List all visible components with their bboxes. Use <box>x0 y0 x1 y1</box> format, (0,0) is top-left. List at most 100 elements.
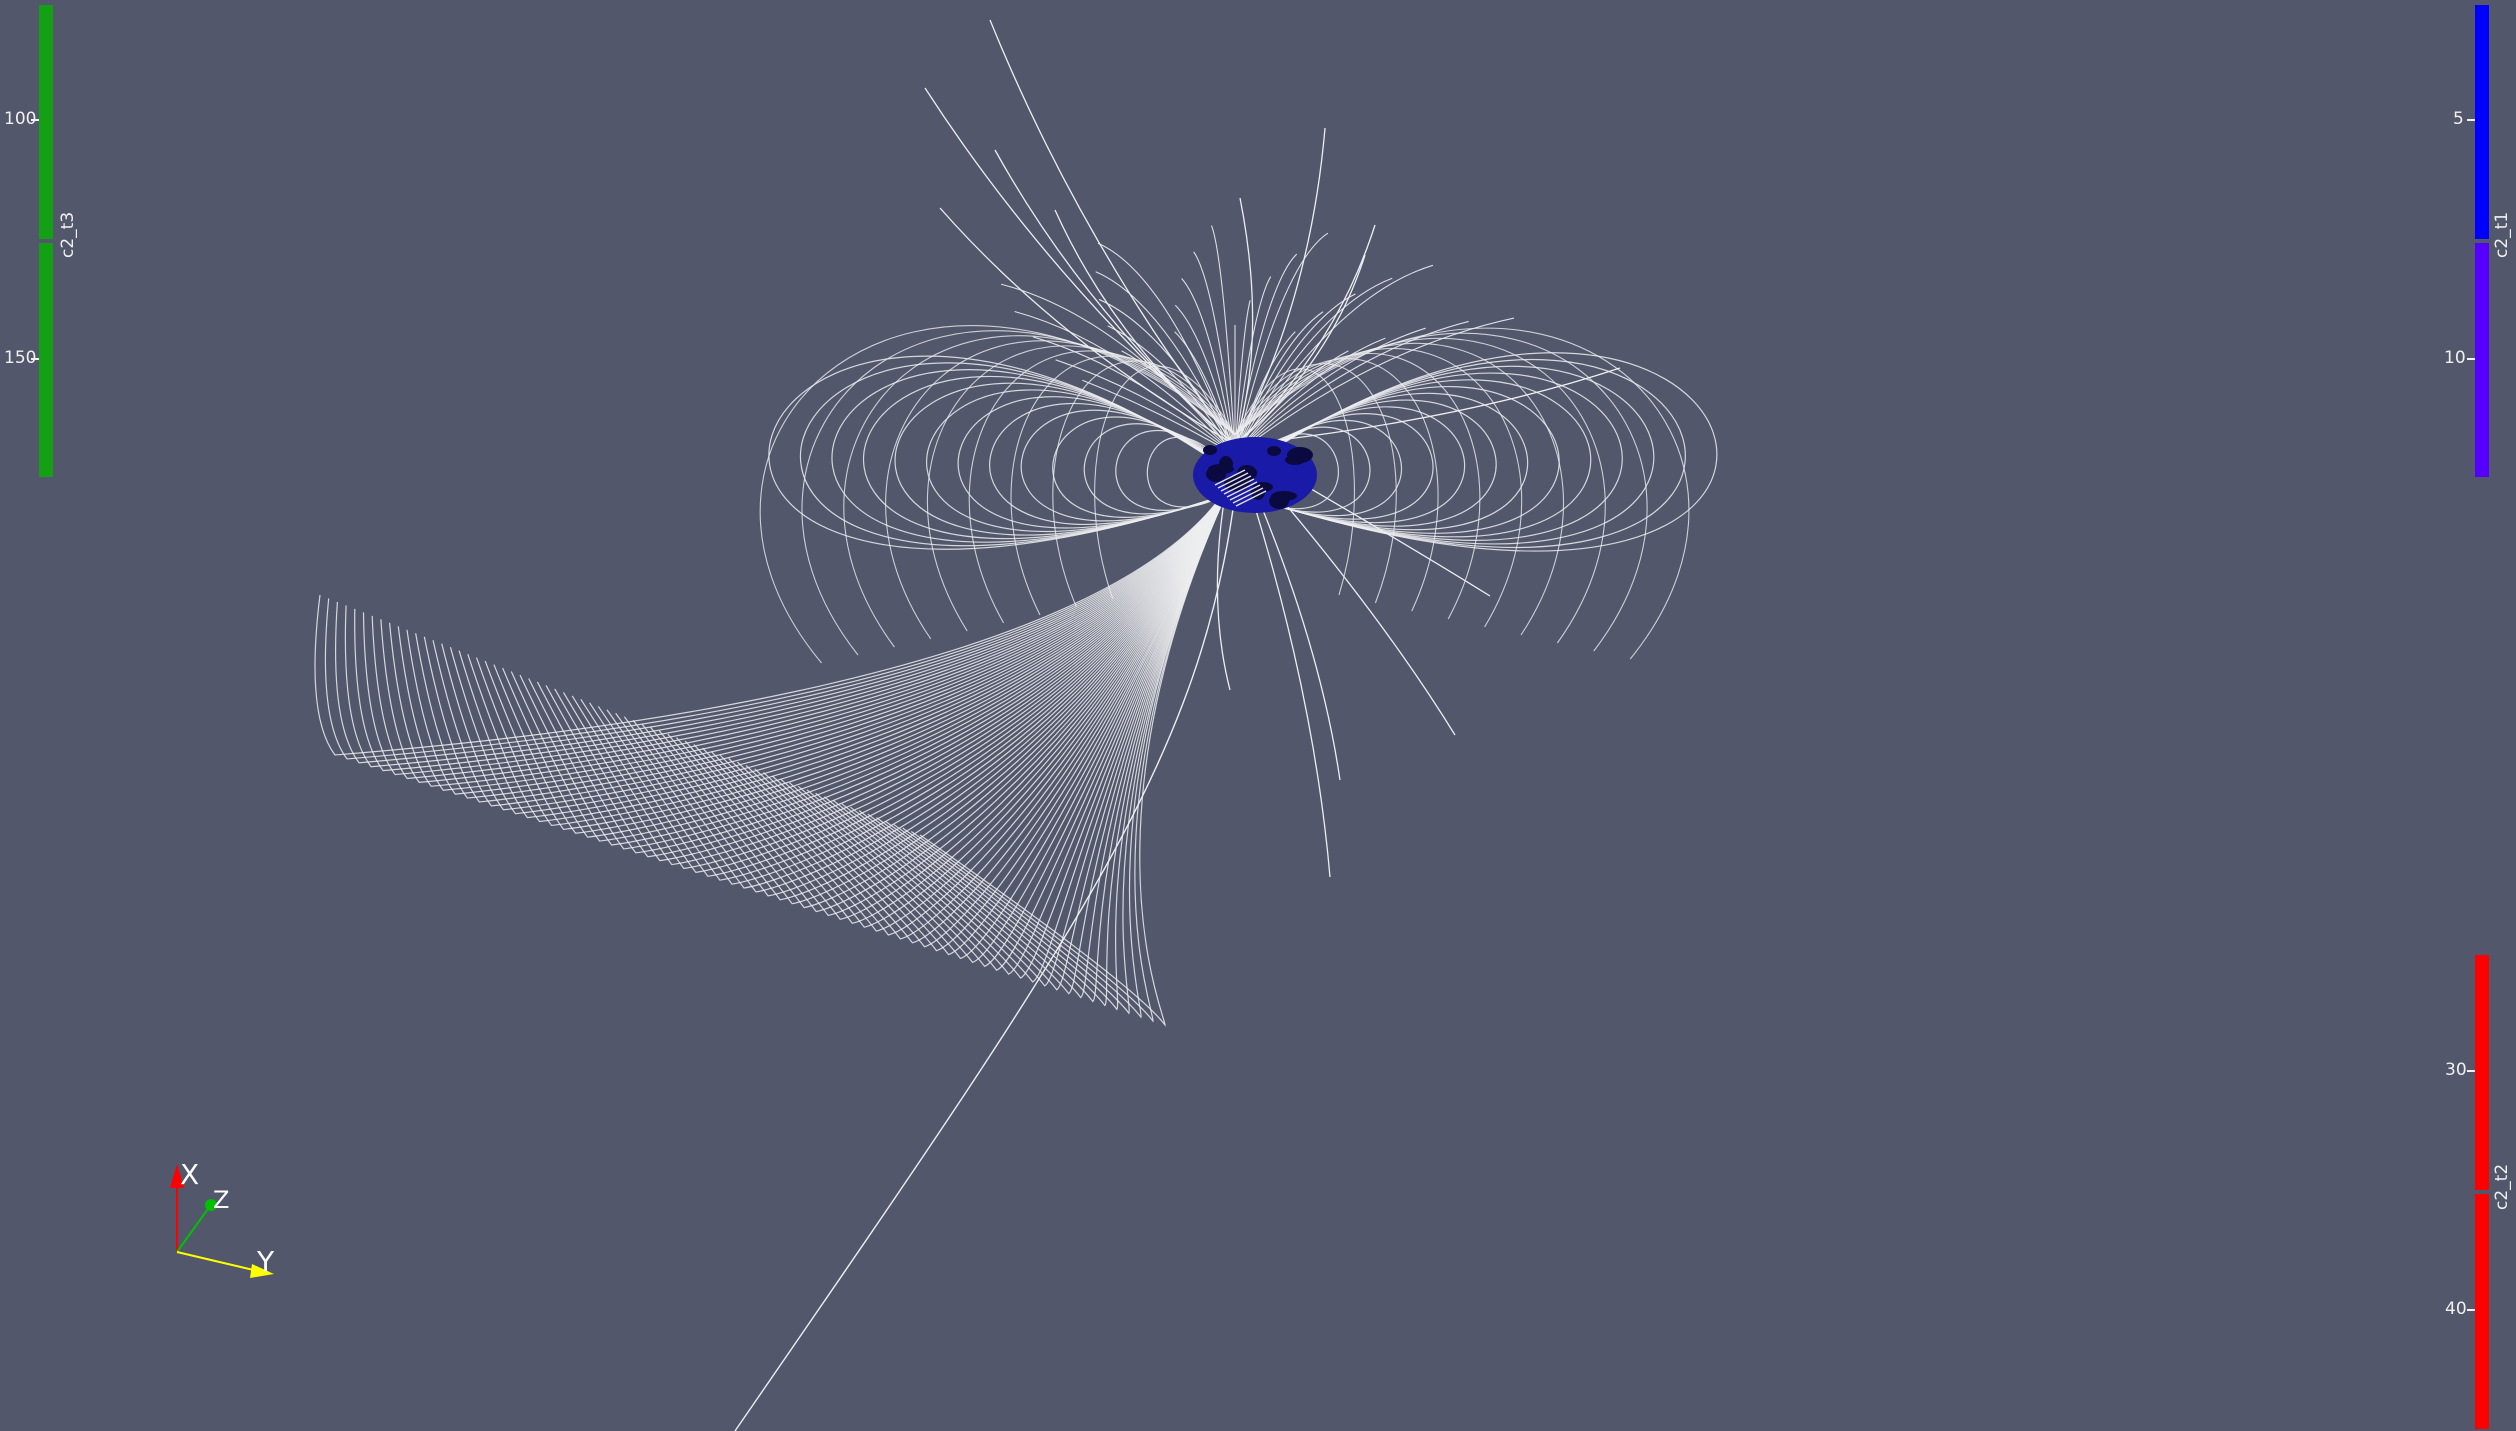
y-axis-arrow-icon <box>250 1264 274 1278</box>
colorbar-title: c2_t1 <box>2492 211 2512 258</box>
core-glyph-line <box>1232 487 1264 504</box>
y-axis-line <box>176 1251 263 1273</box>
open-field-line <box>994 149 1236 446</box>
fan-field-line <box>684 474 1236 921</box>
core-shadow-patch <box>1285 455 1305 465</box>
dipole-loop <box>1234 342 1564 636</box>
dipole-loop <box>1020 409 1236 522</box>
colorbar-segment-bottom <box>39 243 53 477</box>
dipole-loop <box>885 340 1236 640</box>
dipole-loop <box>1234 332 1648 652</box>
fan-field-line <box>380 474 1236 784</box>
dipole-loop <box>1234 358 1686 548</box>
fan-field-line <box>797 474 1236 971</box>
dipole-loop <box>799 362 1236 547</box>
colorbar-c2-t2 <box>2475 955 2489 1429</box>
dipole-loop <box>1052 360 1236 608</box>
z-axis-label: Z <box>213 1186 230 1214</box>
fan-field-line <box>876 474 1236 1007</box>
fan-field-line <box>510 474 1236 842</box>
dense-field-line <box>1032 336 1236 456</box>
colorbar-segment-bottom <box>2475 1194 2489 1429</box>
fan-field-line <box>754 474 1236 952</box>
dipole-loop <box>768 355 1236 550</box>
tick-mark <box>2467 119 2475 121</box>
fan-field-line <box>562 474 1236 866</box>
tick-mark <box>31 358 39 360</box>
fan-field-line <box>362 474 1236 776</box>
open-field-line <box>1234 254 1366 446</box>
core-glyph-line <box>1229 484 1261 501</box>
fan-field-line <box>728 474 1236 940</box>
core-shadow-patch <box>1267 446 1281 456</box>
fan-field-line <box>571 474 1236 870</box>
dense-field-line <box>1234 264 1434 456</box>
fan-field-line <box>589 474 1236 877</box>
fan-field-line <box>502 474 1236 838</box>
fan-field-line <box>702 474 1236 928</box>
dense-field-line <box>1210 225 1236 456</box>
dense-field-line <box>1234 337 1386 456</box>
open-field-line <box>1234 127 1326 446</box>
dense-field-line <box>1121 350 1236 456</box>
dipole-loop <box>1234 386 1560 534</box>
fan-field-line <box>658 474 1236 909</box>
dense-field-line <box>1082 379 1236 456</box>
dipole-loop <box>1234 368 1355 596</box>
dense-field-line <box>1181 278 1236 456</box>
fan-field-line <box>815 474 1236 979</box>
z-axis-arrow-icon <box>205 1199 217 1211</box>
fan-field-line <box>693 474 1236 924</box>
dense-field-line <box>1014 310 1236 456</box>
core-glyph-line <box>1223 478 1255 495</box>
fan-field-line <box>475 474 1236 827</box>
dense-field-line <box>1193 251 1236 456</box>
open-field-line <box>939 207 1236 446</box>
dipole-loop <box>926 389 1236 533</box>
fan-field-line <box>667 474 1236 913</box>
core-glyph-line <box>1220 475 1252 492</box>
tick-mark <box>2467 358 2475 360</box>
streamline-field <box>314 19 1718 1431</box>
dense-field-line <box>1234 311 1324 456</box>
long-field-line <box>734 494 1236 1431</box>
colorbar-tick-label: 150 <box>4 348 37 368</box>
dipole-loop <box>862 375 1236 540</box>
fan-field-line <box>493 474 1236 834</box>
core-glyph-line <box>1217 472 1249 489</box>
core-glyph-line <box>1226 481 1258 498</box>
dense-field-line <box>1055 359 1236 456</box>
tick-mark <box>31 119 39 121</box>
dense-field-line <box>1234 327 1426 456</box>
dense-field-line <box>1234 300 1251 456</box>
x-axis-label: X <box>180 1158 200 1191</box>
fan-field-line <box>441 474 1236 811</box>
fan-field-line <box>449 474 1236 815</box>
dense-field-line <box>1234 331 1296 456</box>
dipole-loop <box>957 396 1236 529</box>
dipole-loop <box>989 402 1236 525</box>
fan-field-line <box>771 474 1236 960</box>
fan-field-line <box>334 474 1236 764</box>
dense-field-line <box>1234 317 1515 456</box>
fan-field-line <box>528 474 1236 850</box>
dipole-loop <box>801 330 1236 656</box>
fan-field-line <box>867 474 1236 1003</box>
fan-field-line <box>371 474 1236 780</box>
dipole-loop <box>1234 347 1523 628</box>
fan-field-line <box>397 474 1236 791</box>
open-field-line <box>989 19 1236 446</box>
core-glyph-line <box>1235 490 1267 507</box>
dipole-loop <box>1146 436 1236 508</box>
dense-field-line <box>1174 331 1236 456</box>
orientation-axes <box>170 1164 274 1278</box>
dipole-loop <box>1234 372 1623 541</box>
y-axis-label: Y <box>257 1245 275 1278</box>
core-shadow-patch <box>1269 493 1289 509</box>
dipole-loop <box>894 382 1236 536</box>
dipole-loop <box>1234 392 1529 531</box>
dense-field-line <box>1095 271 1236 456</box>
colorbar-segment-bottom <box>2475 243 2489 477</box>
fan-field-line <box>902 474 1236 1019</box>
